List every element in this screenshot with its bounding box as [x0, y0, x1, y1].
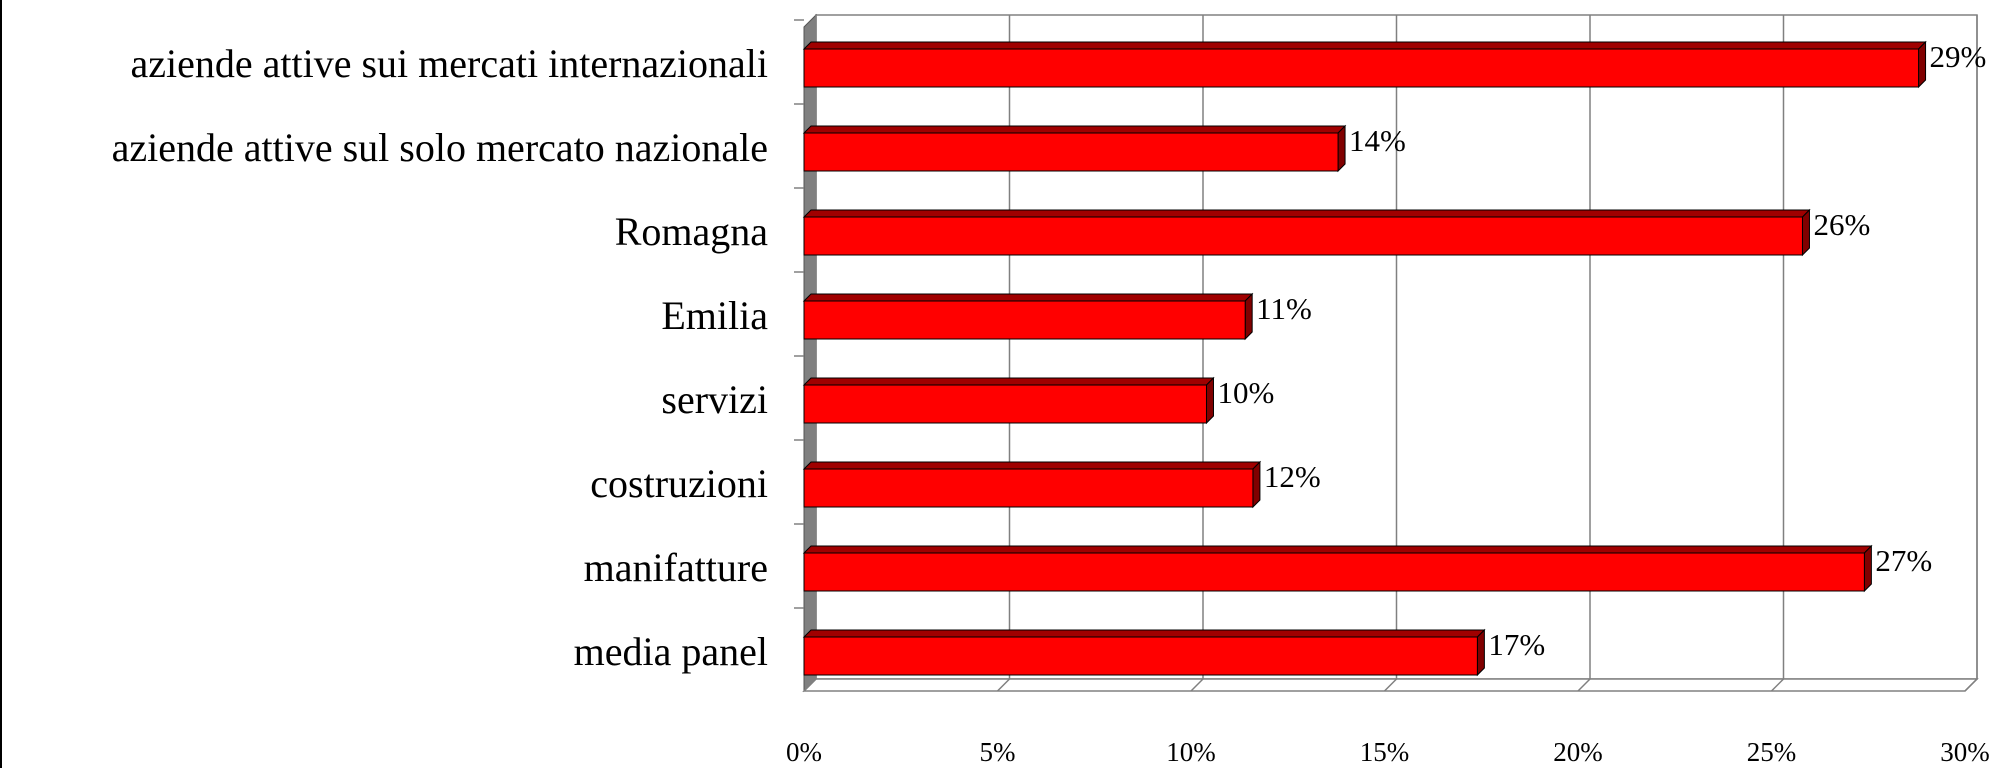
bar: [803, 384, 1207, 424]
tick-mark: [1964, 678, 1978, 692]
y-tick-label: Emilia: [661, 293, 768, 338]
bar-side: [1801, 208, 1810, 257]
x-tick-label: 30%: [1940, 737, 1990, 767]
tick-mark: [1190, 678, 1204, 692]
bar-top: [802, 209, 1811, 218]
tick-mark: [1770, 678, 1785, 692]
data-label: 26%: [1813, 207, 1870, 242]
bar-side: [1863, 544, 1872, 593]
tick-mark: [803, 678, 817, 692]
y-tick-label: media panel: [574, 629, 768, 674]
x-tick-label: 5%: [980, 737, 1016, 767]
data-label: 10%: [1217, 375, 1274, 410]
y-tick-label: aziende attive sui mercati internazional…: [131, 41, 768, 86]
y-tick-label: Romagna: [615, 209, 769, 254]
bar: [803, 300, 1246, 340]
data-label: 27%: [1875, 543, 1932, 578]
y-tick-label: manifatture: [584, 545, 768, 590]
bar-top: [802, 293, 1254, 302]
data-label: 12%: [1264, 459, 1321, 494]
bar-top: [802, 41, 1927, 50]
bar-top: [802, 125, 1347, 134]
bar-side: [1205, 376, 1214, 425]
bar: [803, 552, 1865, 592]
bar-side: [1337, 124, 1346, 173]
bar-top: [802, 545, 1873, 554]
bar: [803, 216, 1803, 256]
bar-side: [1476, 628, 1485, 677]
tick-mark: [996, 678, 1011, 692]
tick-mark: [1577, 678, 1591, 692]
y-tick-label: aziende attive sul solo mercato nazional…: [112, 125, 768, 170]
bar: [803, 132, 1339, 172]
data-label: 29%: [1930, 39, 1987, 74]
bar: [803, 468, 1254, 508]
bar-top: [802, 629, 1486, 638]
data-label: 14%: [1349, 123, 1406, 158]
x-tick-label: 25%: [1747, 737, 1797, 767]
bar: [803, 48, 1920, 88]
y-tick-label: servizi: [661, 377, 768, 422]
bar-side: [1252, 460, 1261, 509]
bar-top: [802, 461, 1262, 470]
data-label: 17%: [1488, 627, 1545, 662]
tick-mark: [1383, 678, 1398, 692]
bar-top: [802, 377, 1215, 386]
x-tick-label: 10%: [1166, 737, 1216, 767]
bar-side: [1244, 292, 1253, 341]
bar-side: [1918, 40, 1927, 89]
bar: [803, 636, 1478, 676]
x-tick-label: 15%: [1360, 737, 1410, 767]
x-tick-label: 0%: [786, 737, 822, 767]
y-tick-label: costruzioni: [590, 461, 768, 506]
data-label: 11%: [1256, 291, 1312, 326]
x-tick-label: 20%: [1553, 737, 1603, 767]
